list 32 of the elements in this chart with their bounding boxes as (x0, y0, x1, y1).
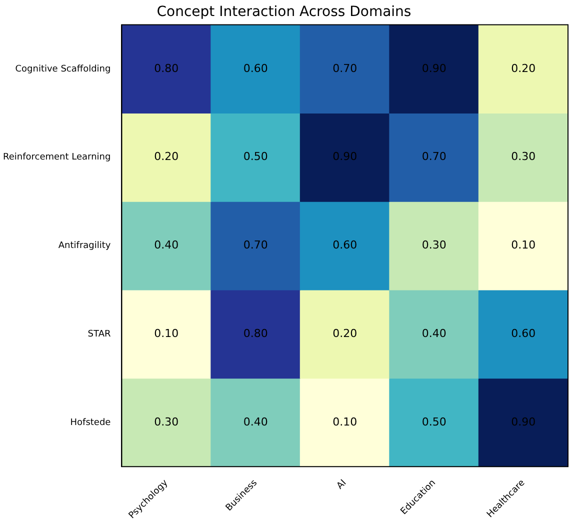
data-label: 0.70 (332, 62, 358, 75)
data-label: 0.20 (154, 150, 179, 164)
data-label: 0.10 (154, 326, 179, 340)
data-label: 0.40 (243, 415, 268, 428)
data-label: 0.20 (511, 62, 536, 75)
data-label: 0.70 (422, 150, 446, 164)
data-label: 0.90 (422, 62, 446, 75)
data-label: 0.30 (511, 150, 536, 164)
data-label: 0.90 (332, 150, 358, 164)
data-label: 0.30 (422, 238, 446, 252)
data-label: 0.60 (511, 326, 536, 340)
data-label: 0.80 (154, 62, 179, 75)
y-tick-label: Cognitive Scaffolding (15, 64, 111, 74)
data-label: 0.10 (511, 238, 536, 252)
data-label: 0.80 (243, 326, 268, 340)
y-tick-label: Reinforcement Learning (2, 152, 111, 163)
data-label: 0.10 (332, 415, 358, 428)
data-label: 0.30 (154, 415, 179, 428)
data-label: 0.40 (422, 326, 446, 340)
data-label: 0.60 (332, 238, 358, 252)
chart-title: Concept Interaction Across Domains (156, 4, 412, 20)
y-tick-label: Hofstede (70, 418, 112, 428)
data-label: 0.20 (332, 326, 358, 340)
data-label: 0.90 (511, 415, 536, 428)
x-tick-label: AI (335, 478, 349, 492)
data-label: 0.50 (422, 415, 446, 428)
y-tick-label: Antifragility (58, 241, 112, 252)
data-label: 0.50 (243, 150, 268, 164)
data-label: 0.40 (154, 238, 179, 252)
data-label: 0.70 (243, 238, 268, 252)
data-label: 0.60 (243, 62, 268, 75)
y-tick-label: STAR (88, 329, 111, 340)
